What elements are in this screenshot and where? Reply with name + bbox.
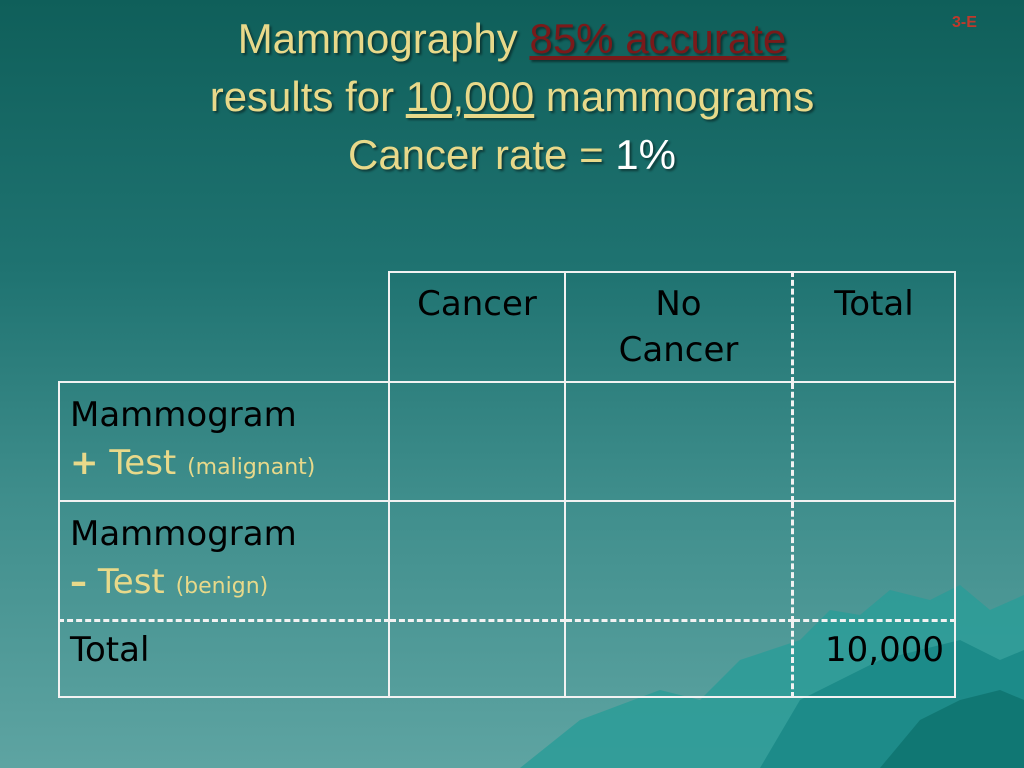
title-line-2: results for 10,000 mammograms [0, 68, 1024, 126]
title-rate-value: 1% [615, 131, 676, 178]
cell-total-cancer [388, 619, 566, 698]
cell-positive-total [791, 381, 956, 502]
corner-cell [59, 272, 390, 383]
table-header-row: Cancer No Cancer Total [59, 271, 956, 383]
test-note: (benign) [175, 574, 269, 599]
cell-positive-no-cancer [564, 381, 794, 502]
title-line-1-prefix: Mammography [237, 15, 518, 62]
title-count: 10,000 [405, 73, 535, 120]
test-note: (malignant) [187, 455, 316, 480]
title-accuracy: 85% accurate [529, 15, 787, 62]
table-row: Mammogram + Test (malignant) [58, 381, 956, 502]
test-word: Test [109, 443, 177, 483]
cell-negative-total [791, 500, 956, 622]
cell-grand-total: 10,000 [791, 619, 956, 698]
slide-number: 3-E [952, 14, 977, 31]
row-label-test: + Test (malignant) [70, 439, 378, 492]
row-label-positive: Mammogram + Test (malignant) [58, 381, 390, 502]
row-label-text: Mammogram [70, 514, 297, 554]
title-line-1: Mammography 85% accurate [0, 10, 1024, 68]
title-line-2-suffix: mammograms [545, 73, 815, 120]
title-line-3-prefix: Cancer rate = [347, 131, 604, 178]
cell-negative-no-cancer [564, 500, 794, 622]
table-total-row: Total 10,000 [58, 619, 956, 698]
cell-total-no-cancer [564, 619, 794, 698]
total-row-label: Total [58, 619, 390, 698]
minus-sign: – [70, 562, 87, 602]
row-label-text: Mammogram [70, 395, 297, 435]
header-total: Total [791, 271, 956, 383]
header-no-cancer: No Cancer [564, 271, 794, 383]
test-word: Test [97, 562, 165, 602]
cell-negative-cancer [388, 500, 566, 622]
title-line-2-prefix: results for [209, 73, 395, 120]
title-line-3: Cancer rate = 1% [0, 126, 1024, 184]
plus-sign: + [70, 443, 99, 483]
row-label-negative: Mammogram – Test (benign) [58, 500, 390, 622]
cell-positive-cancer [388, 381, 566, 502]
row-label-test: – Test (benign) [70, 558, 378, 611]
table-row: Mammogram – Test (benign) [58, 500, 956, 622]
contingency-table: Cancer No Cancer Total Mammogram + Test … [58, 271, 956, 698]
slide-title: Mammography 85% accurate results for 10,… [0, 10, 1024, 184]
header-cancer: Cancer [388, 271, 566, 383]
